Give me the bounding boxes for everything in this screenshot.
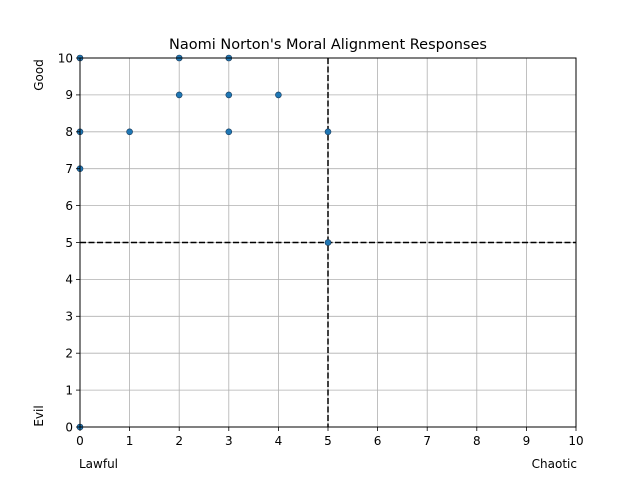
x-axis-ticks: 0 1 2 3 4 5 6 7 8 9 10 — [76, 427, 584, 448]
x-tick-label: 7 — [423, 434, 431, 448]
y-tick-label: 8 — [65, 125, 73, 139]
y-tick-label: 9 — [65, 88, 73, 102]
y-tick-label: 6 — [65, 199, 73, 213]
x-tick-label: 9 — [523, 434, 531, 448]
y-axis-high-label: Good — [32, 59, 46, 91]
data-points — [76, 54, 332, 431]
x-tick-label: 2 — [175, 434, 183, 448]
chart-title: Naomi Norton's Moral Alignment Responses — [169, 37, 487, 53]
x-tick-label: 3 — [225, 434, 233, 448]
x-tick-label: 5 — [324, 434, 332, 448]
scatter-point — [324, 128, 332, 136]
y-axis-low-label: Evil — [32, 405, 46, 426]
scatter-point — [324, 239, 332, 246]
y-tick-label: 5 — [65, 236, 73, 250]
scatter-point — [126, 128, 133, 136]
y-tick-label: 2 — [65, 347, 73, 361]
x-tick-label: 10 — [568, 434, 583, 448]
scatter-point — [225, 128, 233, 136]
y-tick-label: 3 — [65, 310, 73, 324]
x-axis-low-label: Lawful — [79, 457, 118, 471]
x-tick-label: 4 — [275, 434, 283, 448]
y-tick-label: 0 — [65, 420, 73, 434]
x-tick-label: 8 — [473, 434, 481, 448]
y-tick-label: 1 — [65, 383, 73, 397]
scatter-point — [275, 91, 282, 99]
scatter-point — [175, 91, 183, 99]
x-tick-label: 0 — [76, 434, 84, 448]
y-tick-label: 7 — [65, 162, 73, 176]
y-axis-ticks: 0 1 2 3 4 5 6 7 8 9 10 — [58, 51, 80, 434]
x-axis-high-label: Chaotic — [532, 457, 577, 471]
x-tick-label: 6 — [374, 434, 382, 448]
y-tick-label: 4 — [65, 273, 73, 287]
x-tick-label: 1 — [126, 434, 134, 448]
y-tick-label: 10 — [58, 51, 73, 65]
scatter-point — [225, 91, 233, 99]
